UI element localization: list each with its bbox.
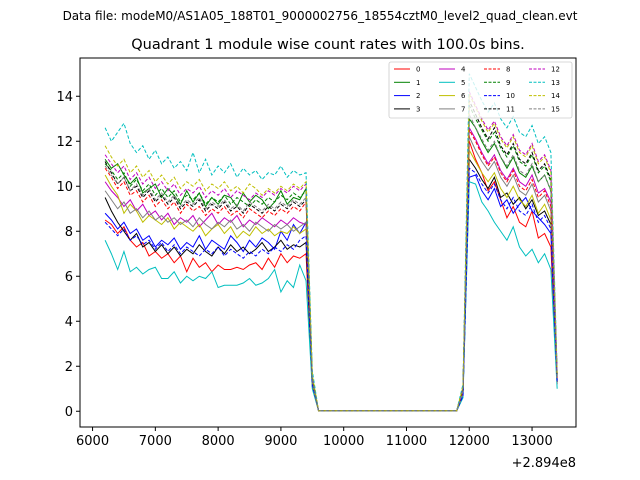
series-line-8 bbox=[104, 128, 558, 412]
x-tick-label: 10000 bbox=[323, 434, 364, 449]
legend-label-10: 10 bbox=[506, 92, 515, 100]
legend-label-1: 1 bbox=[416, 79, 420, 87]
y-tick-label: 14 bbox=[56, 90, 73, 105]
legend-label-14: 14 bbox=[551, 92, 560, 100]
series-line-5 bbox=[104, 181, 558, 412]
legend-label-3: 3 bbox=[416, 105, 420, 113]
y-tick-label: 6 bbox=[65, 270, 73, 285]
y-tick-label: 2 bbox=[65, 360, 73, 375]
x-tick-label: 9000 bbox=[264, 434, 297, 449]
series-line-10 bbox=[104, 167, 558, 412]
x-offset-label: +2.894e8 bbox=[512, 456, 576, 471]
legend-box bbox=[388, 61, 573, 119]
series-line-4 bbox=[104, 125, 558, 412]
series-line-0 bbox=[104, 141, 558, 412]
series-line-15 bbox=[104, 114, 558, 412]
legend-label-2: 2 bbox=[416, 92, 420, 100]
legend-label-7: 7 bbox=[461, 105, 465, 113]
y-tick-label: 10 bbox=[56, 180, 73, 195]
y-tick-label: 4 bbox=[65, 315, 73, 330]
series-line-2 bbox=[104, 174, 558, 412]
x-tick-label: 12000 bbox=[449, 434, 490, 449]
legend-label-8: 8 bbox=[506, 66, 510, 74]
series-line-11 bbox=[104, 100, 558, 412]
legend-label-13: 13 bbox=[551, 79, 560, 87]
x-tick-label: 6000 bbox=[76, 434, 109, 449]
legend-label-15: 15 bbox=[551, 105, 560, 113]
x-tick-label: 11000 bbox=[386, 434, 427, 449]
y-tick-label: 8 bbox=[65, 225, 73, 240]
y-tick-label: 0 bbox=[65, 405, 73, 420]
legend-label-11: 11 bbox=[506, 105, 515, 113]
legend-label-5: 5 bbox=[461, 79, 465, 87]
plot-frame bbox=[79, 57, 577, 428]
y-tick-label: 12 bbox=[56, 135, 73, 150]
legend-label-9: 9 bbox=[506, 79, 510, 87]
legend-label-0: 0 bbox=[416, 66, 420, 74]
chart-title: Quadrant 1 module wise count rates with … bbox=[131, 37, 525, 53]
series-line-14 bbox=[104, 93, 558, 412]
legend-label-4: 4 bbox=[461, 66, 466, 74]
series-line-12 bbox=[104, 91, 558, 412]
x-tick-label: 8000 bbox=[202, 434, 235, 449]
legend-label-6: 6 bbox=[461, 92, 466, 100]
x-tick-label: 13000 bbox=[511, 434, 552, 449]
x-tick-label: 7000 bbox=[139, 434, 172, 449]
series-line-13 bbox=[104, 73, 558, 412]
legend-label-12: 12 bbox=[551, 66, 560, 74]
data-file-suptitle: Data file: modeM0/AS1A05_188T01_90000027… bbox=[63, 9, 578, 23]
